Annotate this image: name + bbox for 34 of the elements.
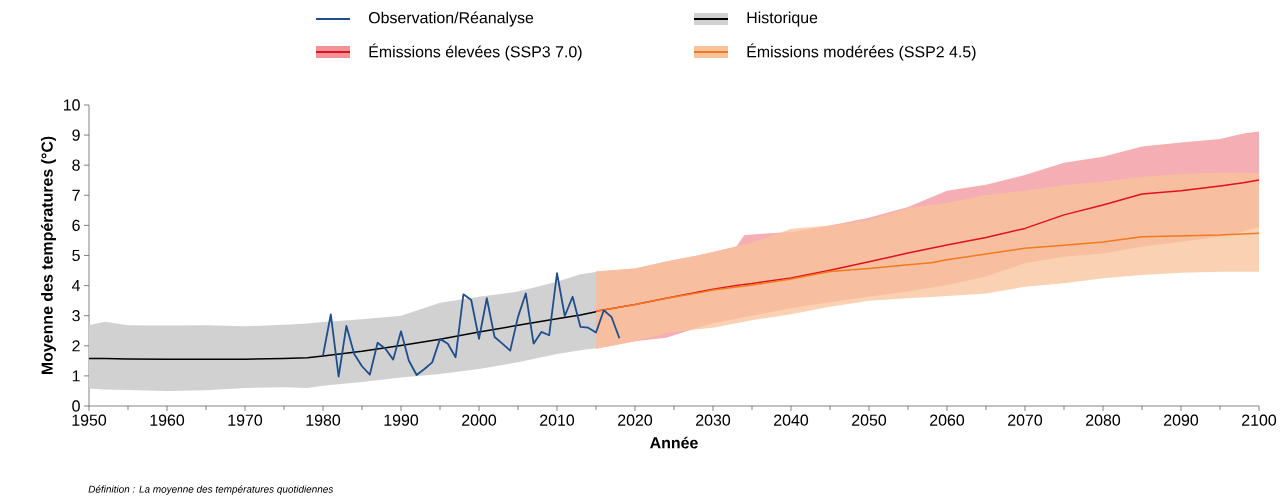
x-tick-label: 1950 xyxy=(72,414,107,426)
y-tick-label: 8 xyxy=(72,159,80,171)
y-tick-label: 2 xyxy=(72,340,80,352)
x-tick-label: 2020 xyxy=(618,414,653,426)
y-tick-label: 1 xyxy=(72,370,80,382)
y-tick-label: 0 xyxy=(72,400,80,412)
legend-label: Observation/Réanalyse xyxy=(368,11,534,27)
x-axis-title: Année xyxy=(650,436,698,449)
y-tick-label: 5 xyxy=(72,249,80,262)
x-tick-label: 2030 xyxy=(696,414,731,426)
x-tick-label: 2060 xyxy=(930,414,965,426)
x-tick-label: 1970 xyxy=(228,414,263,426)
y-tick-label: 4 xyxy=(71,280,81,292)
x-tick-label: 1980 xyxy=(306,414,341,426)
legend-label: Historique xyxy=(747,11,818,27)
x-tick-label: 1960 xyxy=(150,414,185,426)
x-tick-label: 2040 xyxy=(774,414,809,426)
x-tick-label: 2050 xyxy=(852,414,887,426)
y-tick-label: 3 xyxy=(72,310,80,322)
y-tick-label: 9 xyxy=(72,129,80,141)
x-tick-label: 2090 xyxy=(1164,414,1199,426)
x-tick-label: 2080 xyxy=(1086,414,1121,426)
text: Définition : La moyenne des températures quotidiennes xyxy=(88,485,334,495)
x-tick-label: 2100 xyxy=(1242,414,1277,426)
y-tick-label: 6 xyxy=(72,219,80,232)
x-tick-label: 2000 xyxy=(462,414,497,426)
y-axis-title: Moyenne des températures (°C) xyxy=(40,136,56,375)
legend-label: Émissions modérées (SSP2 4.5) xyxy=(747,43,976,61)
y-tick-label: 7 xyxy=(72,189,80,201)
legend-label: Émissions élevées (SSP3 7.0) xyxy=(369,43,582,61)
x-tick-label: 2070 xyxy=(1008,414,1043,426)
x-tick-label: 1990 xyxy=(384,414,419,426)
x-tick-label: 2010 xyxy=(540,414,575,426)
y-tick-label: 10 xyxy=(63,99,80,111)
